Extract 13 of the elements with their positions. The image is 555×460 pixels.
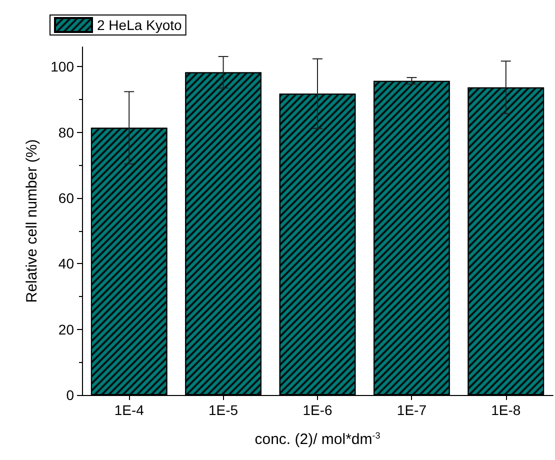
y-tick-label: 60 <box>58 190 74 206</box>
x-tick-label: 1E-6 <box>302 402 332 418</box>
y-tick-label: 0 <box>66 387 74 403</box>
x-tick-label: 1E-7 <box>396 402 427 418</box>
x-tick-label: 1E-8 <box>491 402 521 418</box>
x-tick-label: 1E-4 <box>114 402 144 418</box>
legend-label: 2 HeLa Kyoto <box>97 17 182 33</box>
y-tick-label: 80 <box>58 124 74 140</box>
y-tick-label: 40 <box>58 256 74 272</box>
y-axis-title: Relative cell number (%) <box>24 139 41 303</box>
y-tick-label: 100 <box>50 58 74 75</box>
y-tick-label: 20 <box>58 321 74 338</box>
x-tick-label: 1E-5 <box>208 402 238 418</box>
